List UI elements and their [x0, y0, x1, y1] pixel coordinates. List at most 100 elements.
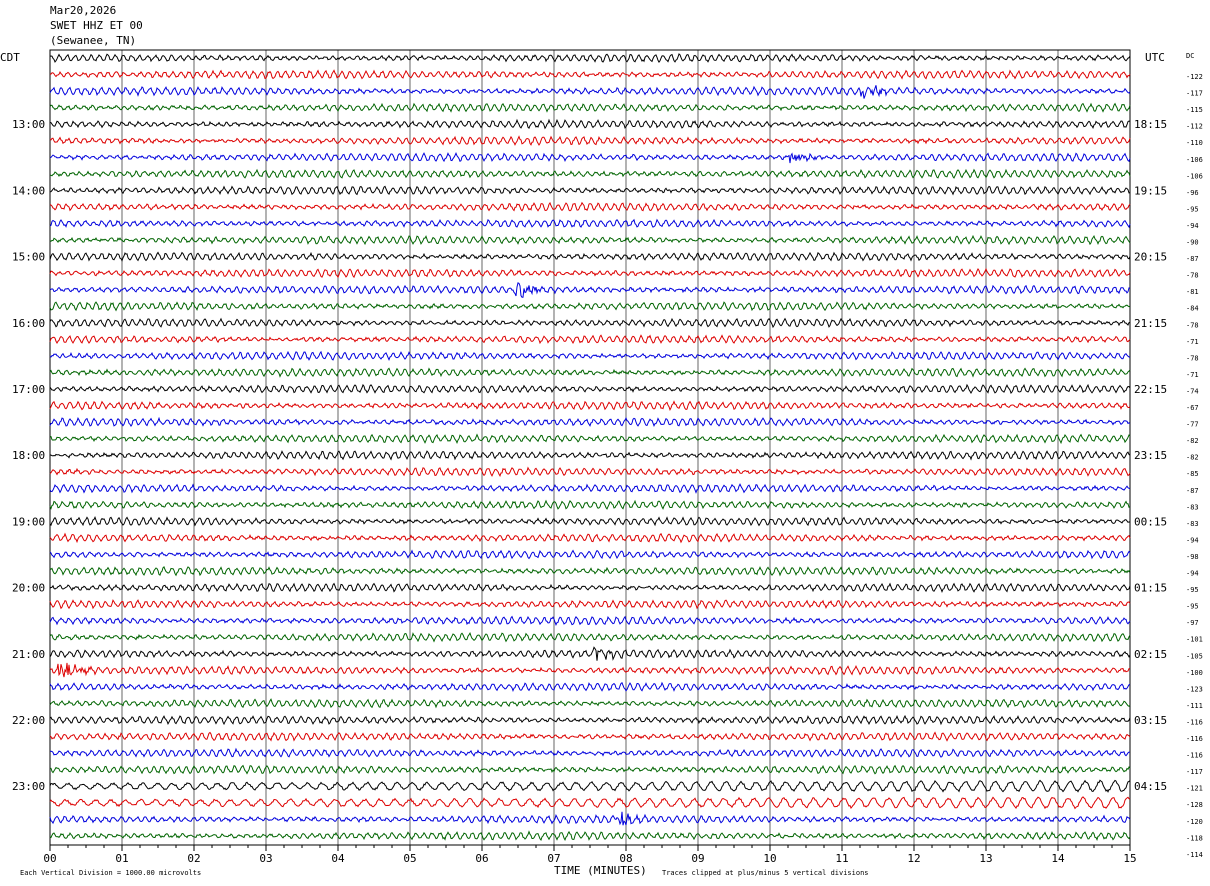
clip-note: Traces clipped at plus/minus 5 vertical … [662, 869, 869, 877]
trace-line [49, 383, 1131, 395]
left-hour-label: 23:00 [12, 780, 45, 793]
dc-offset-label: -78 [1186, 354, 1199, 362]
right-hour-label: 04:15 [1134, 780, 1167, 793]
dc-offset-label: -121 [1186, 785, 1203, 793]
right-hour-label: 03:15 [1134, 714, 1167, 727]
trace-line [49, 646, 1131, 661]
trace-line [49, 102, 1131, 113]
dc-offset-label: -114 [1186, 851, 1203, 859]
trace-line [49, 267, 1131, 279]
left-hour-label: 16:00 [12, 317, 45, 330]
dc-offset-label: -95 [1186, 586, 1199, 594]
trace-line [49, 201, 1131, 212]
dc-offset-label: -81 [1186, 288, 1199, 296]
right-hour-label: 00:15 [1134, 515, 1167, 528]
x-tick-label: 09 [691, 852, 704, 865]
dc-offset-label: -85 [1186, 470, 1199, 478]
trace-line [49, 698, 1131, 709]
dc-offset-label: -97 [1186, 619, 1199, 627]
dc-offset-label: -95 [1186, 205, 1199, 213]
x-axis-title: TIME (MINUTES) [554, 864, 647, 877]
dc-offset-label: -122 [1186, 73, 1203, 81]
dc-offset-label: -82 [1186, 437, 1199, 445]
dc-offset-label: -78 [1186, 272, 1199, 280]
trace-line [49, 301, 1131, 312]
x-tick-label: 14 [1051, 852, 1065, 865]
trace-line [49, 796, 1131, 810]
x-tick-label: 13 [979, 852, 992, 865]
x-tick-label: 06 [475, 852, 488, 865]
left-hour-label: 18:00 [12, 449, 45, 462]
left-zone-label: CDT [0, 51, 20, 64]
dc-offset-label: -116 [1186, 718, 1203, 726]
dc-offset-label: -123 [1186, 685, 1203, 693]
dc-offset-label: -98 [1186, 553, 1199, 561]
x-tick-label: 01 [115, 852, 128, 865]
left-hour-label: 21:00 [12, 648, 45, 661]
dc-offset-label: -116 [1186, 735, 1203, 743]
x-tick-label: 02 [187, 852, 200, 865]
dc-offset-label: -128 [1186, 801, 1203, 809]
right-hour-label: 19:15 [1134, 184, 1167, 197]
trace-line [49, 549, 1131, 560]
trace-line [49, 599, 1131, 610]
x-tick-label: 10 [763, 852, 776, 865]
trace-line [49, 582, 1131, 593]
x-tick-label: 05 [403, 852, 416, 865]
axis-labels: 00 01 02 03 04 05 06 07 08 09 10 11 12 13 14 15 -122 -117… [12, 73, 1203, 865]
left-hour-label: 19:00 [12, 515, 45, 528]
dc-offset-label: -77 [1186, 421, 1199, 429]
trace-line [49, 152, 1131, 164]
left-hour-label: 15:00 [12, 251, 45, 264]
dc-offset-label: -71 [1186, 338, 1199, 346]
dc-offset-label: -117 [1186, 768, 1203, 776]
dc-offset-label: -87 [1186, 487, 1199, 495]
trace-line [49, 185, 1131, 196]
dc-offset-label: -105 [1186, 652, 1203, 660]
dc-label: DC [1186, 52, 1194, 60]
trace-line [49, 450, 1131, 461]
right-hour-label: 21:15 [1134, 317, 1167, 330]
left-hour-label: 14:00 [12, 184, 45, 197]
right-hour-label: 20:15 [1134, 251, 1167, 264]
x-tick-label: 07 [547, 852, 560, 865]
dc-offset-label: -87 [1186, 255, 1199, 263]
trace-line [49, 85, 1131, 99]
dc-offset-label: -118 [1186, 834, 1203, 842]
dc-offset-label: -110 [1186, 139, 1203, 147]
dc-offset-label: -83 [1186, 503, 1199, 511]
left-hour-label: 17:00 [12, 383, 45, 396]
x-tick-label: 03 [259, 852, 272, 865]
dc-offset-label: -101 [1186, 636, 1203, 644]
left-hour-label: 22:00 [12, 714, 45, 727]
trace-line [49, 632, 1131, 643]
trace-line [49, 731, 1131, 742]
x-tick-label: 11 [835, 852, 848, 865]
x-tick-label: 15 [1123, 852, 1136, 865]
x-tick-label: 12 [907, 852, 920, 865]
dc-offset-label: -71 [1186, 371, 1199, 379]
trace-line [49, 334, 1131, 345]
trace-line [49, 566, 1131, 577]
dc-offset-label: -106 [1186, 156, 1203, 164]
trace-line [50, 118, 1131, 130]
dc-offset-label: -67 [1186, 404, 1199, 412]
dc-offset-label: -95 [1186, 603, 1199, 611]
trace-line [49, 714, 1131, 726]
x-tick-label: 04 [331, 852, 345, 865]
right-hour-label: 22:15 [1134, 383, 1167, 396]
trace-line [49, 234, 1131, 246]
trace-line [49, 779, 1131, 793]
right-hour-label: 18:15 [1134, 118, 1167, 131]
dc-offset-label: -116 [1186, 752, 1203, 760]
trace-line [49, 764, 1131, 775]
dc-offset-label: -94 [1186, 536, 1199, 544]
trace-line [49, 615, 1131, 626]
header-location: (Sewanee, TN) [50, 34, 137, 47]
dc-offset-label: -78 [1186, 321, 1199, 329]
x-tick-label: 08 [619, 852, 632, 865]
dc-offset-label: -106 [1186, 172, 1203, 180]
trace-line [49, 317, 1131, 329]
dc-offset-label: -84 [1186, 305, 1199, 313]
